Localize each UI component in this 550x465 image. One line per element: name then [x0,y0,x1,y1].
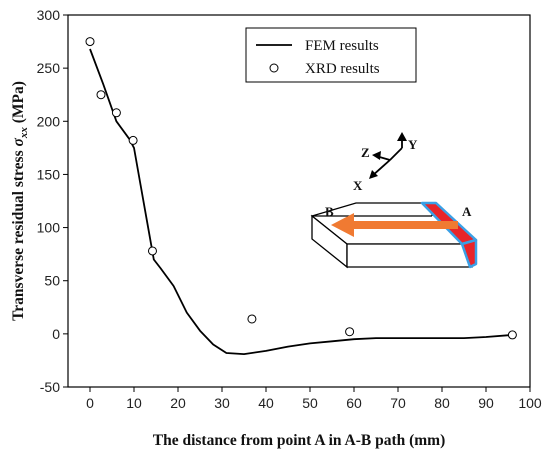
axis-label-y: Y [408,137,418,152]
x-axis-ticks: 0 10 20 30 40 50 60 70 80 90 100 [86,387,542,411]
coordinate-axes-icon: Y Z X [353,132,418,193]
xrd-data-point [507,330,517,340]
xrd-data-point [345,327,355,337]
legend-circle-marker [269,63,279,73]
xrd-data-point [147,246,157,256]
y-axis-title-main: Transverse residual stress [10,147,27,321]
axis-label-z: Z [361,145,370,160]
xrd-data-point [111,108,121,118]
xrd-data-point [85,37,95,47]
y-tick-label: 200 [37,113,61,129]
y-tick-label: 150 [37,166,61,182]
x-tick-label: 50 [302,395,318,411]
x-tick-label: 40 [258,395,274,411]
y-tick-label: 100 [37,220,61,236]
y-axis-title-subscript: xx [18,127,30,140]
specimen-inset: Y Z X B A [310,132,478,269]
point-label-b: B [325,204,334,219]
legend: FEM results XRD results [245,27,417,83]
plot-series [85,37,517,356]
x-tick-label: 100 [518,395,542,411]
y-tick-label: 250 [37,60,61,76]
point-label-a: A [462,204,472,219]
arrow-head [331,213,354,237]
x-tick-label: 70 [390,395,406,411]
x-tick-label: 90 [478,395,494,411]
axis-label-x: X [353,178,363,193]
plot-frame [67,14,531,388]
x-tick-label: 60 [346,395,362,411]
fem-results-line [89,48,513,356]
arrow-shaft [350,221,458,229]
x-tick-label: 10 [126,395,142,411]
y-tick-label: -50 [40,379,60,395]
x-tick-label: 20 [170,395,186,411]
x-axis-title: The distance from point A in A-B path (m… [153,432,446,449]
xrd-data-point [247,314,257,324]
path-arrow: B A [325,204,472,237]
x-tick-label: 0 [86,395,94,411]
y-axis-title: Transverse residual stress σxx (MPa) [10,81,30,321]
xrd-data-point [96,90,106,100]
x-tick-label: 30 [214,395,230,411]
legend-label-fem: FEM results [305,38,379,54]
plate-side-face [346,243,473,268]
weld-front [460,238,478,269]
y-axis-title-unit: (MPa) [10,81,27,127]
y-tick-label: 300 [37,7,61,23]
y-axis-title-symbol: σ [10,138,27,147]
xrd-data-point [128,135,138,145]
legend-label-xrd: XRD results [305,61,380,77]
y-tick-label: 50 [44,273,60,289]
x-tick-label: 80 [434,395,450,411]
y-tick-label: 0 [52,326,60,342]
legend-box [245,27,417,83]
y-axis-ticks: -50 0 50 100 150 200 250 300 [37,7,68,395]
